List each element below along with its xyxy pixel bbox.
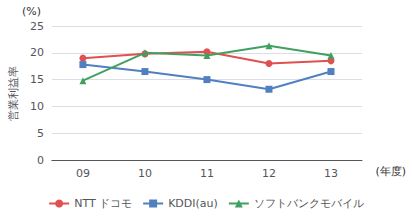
svg-text:09: 09 (76, 167, 90, 180)
svg-text:13: 13 (324, 167, 338, 180)
svg-text:10: 10 (138, 167, 152, 180)
svg-text:(%): (%) (22, 5, 41, 18)
svg-text:(年度): (年度) (375, 165, 406, 178)
svg-text:11: 11 (200, 167, 214, 180)
svg-text:5: 5 (37, 127, 44, 140)
svg-text:ソフトバンクモバイル: ソフトバンクモバイル (254, 197, 364, 210)
svg-text:NTT ドコモ: NTT ドコモ (74, 197, 132, 210)
svg-text:営業利益率: 営業利益率 (7, 66, 20, 121)
svg-text:10: 10 (30, 100, 44, 113)
svg-text:25: 25 (30, 20, 44, 33)
svg-text:KDDI(au): KDDI(au) (168, 197, 218, 210)
svg-text:12: 12 (262, 167, 276, 180)
svg-text:15: 15 (30, 73, 44, 86)
svg-text:0: 0 (37, 154, 44, 167)
svg-text:20: 20 (30, 46, 44, 59)
